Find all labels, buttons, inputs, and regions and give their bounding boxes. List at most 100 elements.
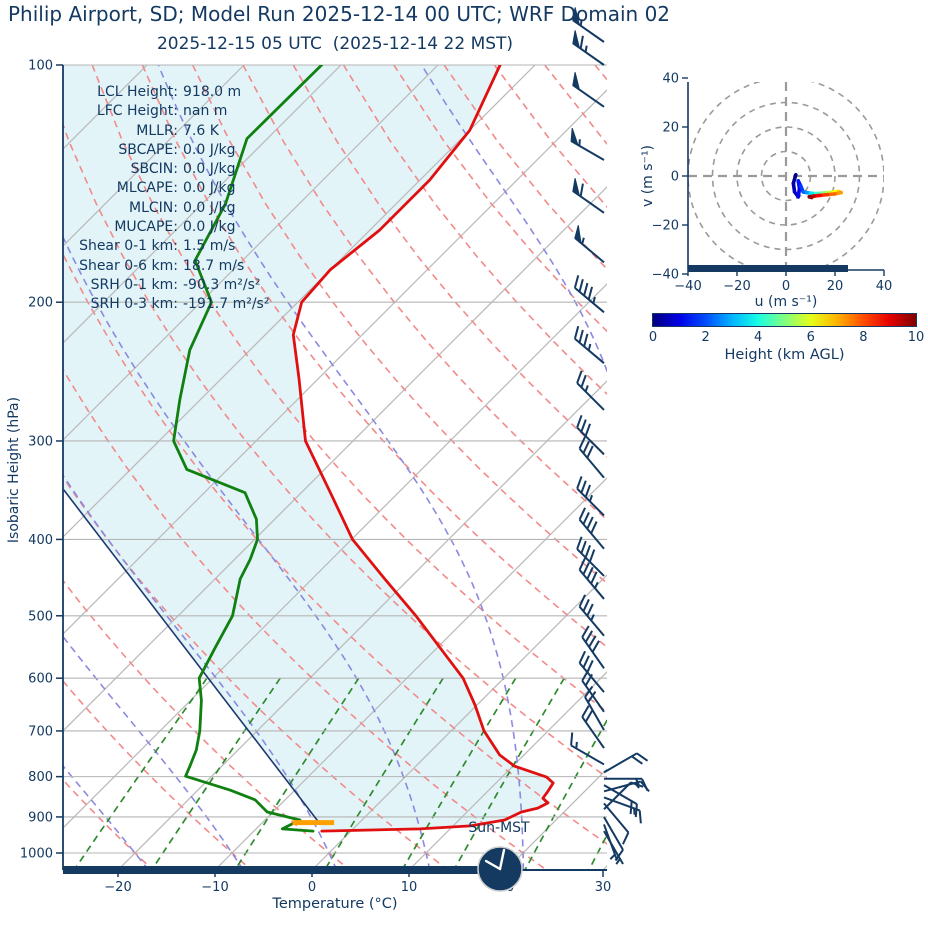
wind-barb — [578, 557, 605, 600]
stat-value: -90.3 m²/s² — [183, 276, 261, 293]
pressure-tick-label: 600 — [28, 672, 53, 687]
dry-adiabat-line — [746, 65, 928, 870]
mixing-ratio-line — [453, 677, 565, 870]
stat-label: LFC Height: — [96, 103, 178, 120]
hodograph-ground-bar — [688, 265, 848, 272]
hodograph-v-tick-label: −40 — [652, 268, 679, 283]
pressure-tick-label: 900 — [28, 810, 53, 825]
colorbar-tick-label: 8 — [859, 330, 868, 345]
wind-barb — [572, 7, 605, 43]
colorbar-tick-label: 10 — [907, 330, 925, 345]
wind-barb-column — [570, 7, 650, 865]
hodograph-u-tick-label: 0 — [782, 279, 790, 294]
stat-value: 0.0 J/kg — [183, 180, 236, 197]
moist-adiabat-line — [157, 65, 525, 870]
dry-adiabat-line — [63, 122, 607, 779]
stat-row: SRH 0-1 km: -90.3 m²/s² — [58, 276, 269, 295]
stat-value: -191.7 m²/s² — [183, 296, 270, 313]
clock-hour-hand — [484, 859, 502, 871]
wind-barb — [574, 225, 605, 264]
mixing-ratio-line — [234, 677, 360, 870]
valid-time-subtitle: 2025-12-15 05 UTC (2025-12-14 22 MST) — [156, 34, 514, 54]
stat-label: LCL Height: — [97, 84, 178, 100]
ground-bar — [63, 866, 520, 874]
dry-adiabat-line — [63, 679, 252, 870]
wind-barb — [603, 752, 649, 774]
temperature-tick-label: 0 — [308, 880, 316, 895]
wind-barb — [572, 178, 605, 214]
temperature-tick-label: −20 — [104, 880, 131, 895]
mixing-ratio-line — [73, 677, 208, 870]
stat-row: Shear 0-1 km: 1.5 m/s — [58, 237, 269, 256]
isotherm-line — [214, 477, 607, 870]
mixing-ratio-line — [324, 677, 444, 870]
isotherm-line — [63, 186, 607, 732]
wind-barb — [581, 625, 605, 669]
stat-label: SBCAPE: — [118, 141, 178, 158]
dry-adiabat-line — [91, 65, 607, 713]
stat-label: MLCIN: — [129, 199, 178, 216]
pressure-tick-label: 400 — [28, 533, 53, 548]
stat-label: Shear 0-1 km: — [79, 238, 178, 255]
stat-label: Shear 0-6 km: — [79, 257, 178, 274]
stat-value: 0.0 J/kg — [183, 219, 236, 236]
wind-barb — [572, 72, 605, 108]
colorbar-tick-label: 4 — [754, 330, 763, 345]
stat-row: SBCIN: 0.0 J/kg — [58, 160, 269, 179]
dry-adiabat-line — [63, 252, 607, 845]
stat-label: MLCAPE: — [116, 180, 178, 197]
dry-adiabat-line — [191, 65, 607, 585]
hodograph-v-axis-label: v (m s⁻¹) — [640, 144, 656, 208]
wind-barb — [581, 668, 605, 713]
isotherm-line — [700, 65, 928, 870]
stat-row: LFC Height: nan m — [58, 102, 269, 121]
stat-label: SRH 0-3 km: — [90, 296, 178, 313]
wind-barb — [573, 325, 605, 364]
moist-adiabat-line — [713, 65, 844, 870]
wind-barb — [578, 436, 605, 479]
stat-row: MUCAPE: 0.0 J/kg — [58, 218, 269, 237]
dry-adiabat-line — [63, 475, 449, 870]
hodograph-u-tick-label: −20 — [723, 279, 750, 294]
mixing-ratio-line — [524, 718, 607, 870]
temperature-tick-label: 10 — [401, 880, 418, 895]
stat-label: MLLR: — [136, 122, 178, 139]
colorbar-tick-label: 0 — [648, 330, 658, 345]
stat-label: MUCAPE: — [114, 219, 178, 236]
hodograph-u-tick-label: 20 — [827, 279, 844, 294]
mixing-ratio-line — [588, 833, 607, 870]
mixing-ratio-line — [401, 677, 517, 870]
clock-minute-hand — [498, 848, 506, 871]
temperature-tick-label: −10 — [201, 880, 228, 895]
dry-adiabat-line — [443, 65, 607, 271]
colorbar-tick-label: 6 — [806, 330, 815, 345]
colorbar-gradient — [652, 313, 917, 327]
wind-barb — [570, 732, 605, 766]
stat-row: MLCAPE: 0.0 J/kg — [58, 179, 269, 198]
stat-value: 1.5 m/s — [183, 238, 236, 255]
wind-barb — [576, 370, 605, 411]
pressure-axis-label: Isobaric Height (hPa) — [6, 396, 22, 544]
hodograph-v-tick-label: −20 — [652, 219, 679, 234]
wind-barb — [578, 650, 605, 693]
dry-adiabat-line — [696, 65, 928, 870]
temperature-curve — [291, 65, 555, 833]
wind-barb — [573, 275, 605, 314]
dry-adiabat-line — [544, 65, 607, 145]
pressure-tick-label: 100 — [28, 59, 53, 74]
stat-row: LCL Height: 918.0 m — [58, 83, 269, 102]
clock-icon — [477, 846, 523, 892]
stat-value: 918.0 m — [183, 84, 242, 100]
colorbar-tick-label: 2 — [701, 330, 710, 345]
moist-adiabat-line — [63, 764, 150, 870]
stat-label: SRH 0-1 km: — [90, 276, 178, 293]
page-title: Philip Airport, SD; Model Run 2025-12-14… — [8, 2, 671, 26]
wind-barb — [584, 685, 605, 731]
isotherm-line — [63, 89, 607, 635]
stat-row: SRH 0-3 km: -191.7 m²/s² — [58, 295, 270, 314]
hodograph-range-ring — [736, 126, 836, 226]
wind-barb — [581, 705, 605, 749]
colorbar-label: Height (km AGL) — [724, 347, 845, 363]
dewpoint-curve — [172, 65, 323, 833]
